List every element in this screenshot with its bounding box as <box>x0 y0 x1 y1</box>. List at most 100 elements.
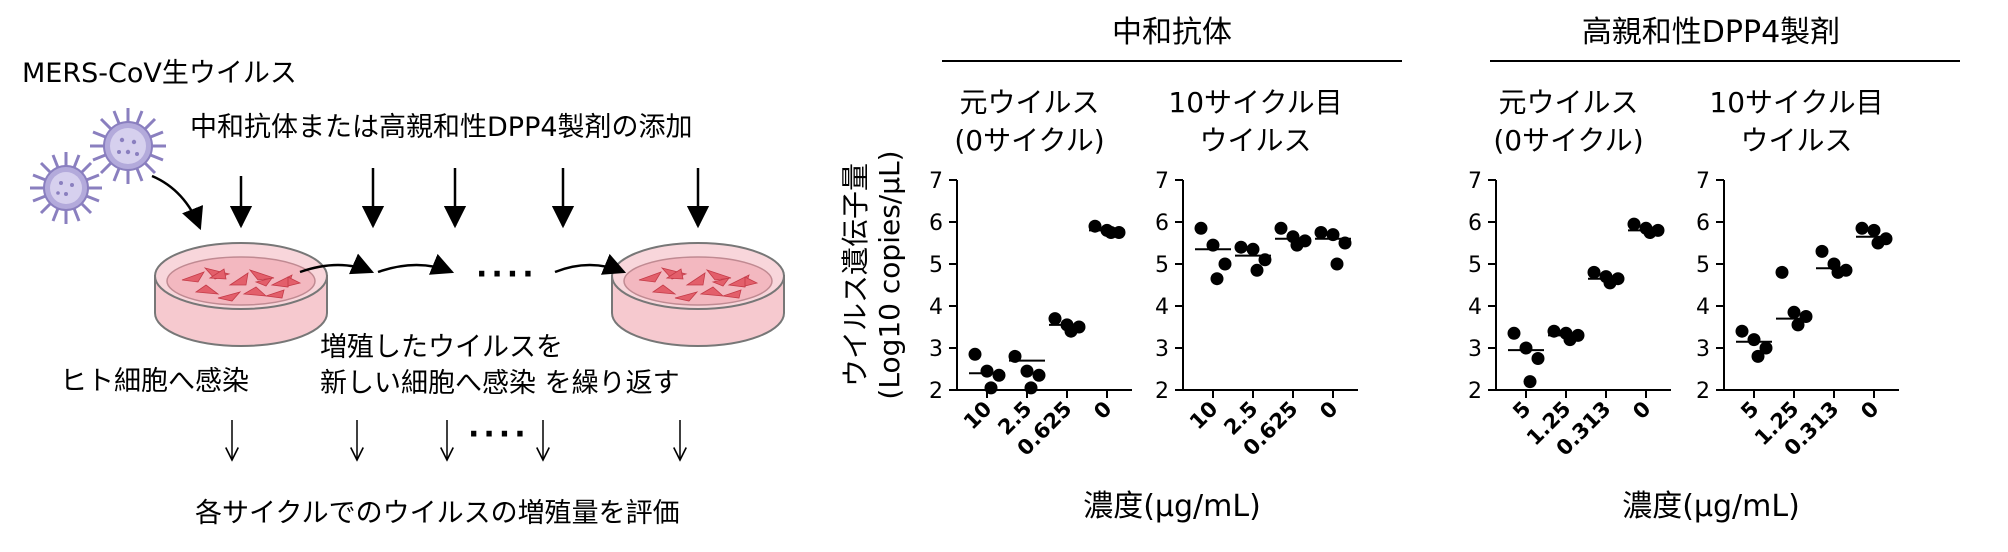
data-point <box>1747 333 1761 347</box>
y-tick-label: 2 <box>1696 379 1710 404</box>
panel-title-line1: 元ウイルス <box>1498 86 1638 119</box>
y-tick-label: 6 <box>929 211 943 236</box>
panel-title-line2: ウイルス <box>1740 124 1852 157</box>
virus-particle-icon <box>30 152 102 224</box>
data-point <box>984 381 998 395</box>
x-tick-label: 0 <box>1628 397 1655 424</box>
y-tick-label: 6 <box>1155 211 1169 236</box>
x-axis-label: 濃度(μg/mL) <box>1622 489 1800 524</box>
data-point <box>1587 265 1601 279</box>
data-point <box>1799 310 1813 323</box>
y-tick-label: 2 <box>1468 379 1482 404</box>
y-tick-label: 3 <box>1696 337 1710 362</box>
data-point <box>1104 226 1118 239</box>
y-tick-label: 3 <box>1155 337 1169 362</box>
data-point <box>1627 217 1641 231</box>
y-tick-label: 6 <box>1696 211 1710 236</box>
data-point <box>1867 223 1881 237</box>
y-tick-label: 7 <box>1696 169 1710 194</box>
x-tick-label: 5 <box>1736 397 1763 424</box>
y-tick-label: 4 <box>1696 295 1710 320</box>
y-tick-label: 5 <box>1155 253 1169 278</box>
x-tick-label: 10 <box>1185 397 1223 435</box>
panel-title-line1: 元ウイルス <box>959 86 1099 119</box>
y-axis-label-line2: (Log10 copies/μL) <box>873 150 906 399</box>
y-tick-label: 5 <box>929 253 943 278</box>
x-tick-label: 0 <box>1089 397 1116 424</box>
y-tick-label: 3 <box>1468 337 1482 362</box>
data-point <box>1194 221 1208 235</box>
panel-title-line2: ウイルス <box>1199 124 1311 157</box>
data-point <box>1523 375 1537 389</box>
group-title: 中和抗体 <box>1112 15 1232 50</box>
y-tick-label: 3 <box>929 337 943 362</box>
data-point <box>992 368 1006 382</box>
x-tick-label: 0 <box>1856 397 1883 424</box>
x-tick-label: 5 <box>1508 397 1535 424</box>
x-axis-label: 濃度(μg/mL) <box>1083 489 1261 524</box>
data-point <box>1032 368 1046 382</box>
data-point <box>1246 242 1260 256</box>
data-point <box>1871 236 1885 250</box>
repeat-label-line1: 増殖したウイルスを <box>320 332 563 363</box>
data-point <box>1519 341 1533 355</box>
x-tick-label: 10 <box>959 397 997 435</box>
y-tick-label: 4 <box>1468 295 1482 320</box>
data-point <box>1643 226 1657 239</box>
data-point <box>1020 364 1034 378</box>
y-tick-label: 4 <box>929 295 943 320</box>
panel-title-line2: (0サイクル) <box>1493 124 1643 157</box>
repeat-label-line2: 新しい細胞へ感染 を繰り返す <box>320 368 680 399</box>
y-tick-label: 4 <box>1155 295 1169 320</box>
petri-dish-icon <box>611 242 785 347</box>
dot-plot-figure: 中和抗体 高親和性DPP4製剤 ウイルス遺伝子量 (Log10 copies/μ… <box>839 15 1960 524</box>
group-title: 高親和性DPP4製剤 <box>1582 15 1840 50</box>
data-point <box>1775 265 1789 279</box>
data-point <box>1855 221 1869 235</box>
y-tick-label: 5 <box>1468 253 1482 278</box>
y-tick-label: 5 <box>1696 253 1710 278</box>
data-point <box>1314 226 1328 239</box>
data-point <box>980 364 994 378</box>
cycle-dots: ···· <box>476 257 538 292</box>
addition-label: 中和抗体または高親和性DPP4製剤の添加 <box>190 112 693 143</box>
group-header-dpp4: 高親和性DPP4製剤 <box>1490 15 1960 62</box>
data-point <box>1274 221 1288 235</box>
infect-label: ヒト細胞へ感染 <box>60 366 249 397</box>
group-header-neutralizing-antibody: 中和抗体 <box>942 15 1402 62</box>
shared-y-axis-label: ウイルス遺伝子量 (Log10 copies/μL) <box>839 150 906 399</box>
data-point <box>968 347 982 361</box>
panel-title-line1: 10サイクル目 <box>1709 86 1883 119</box>
petri-dish-icon <box>154 242 328 347</box>
x-tick-label: 0 <box>1315 397 1342 424</box>
data-point <box>1759 341 1773 355</box>
data-point <box>1735 324 1749 338</box>
data-point <box>1218 257 1232 271</box>
addition-arrows <box>229 168 710 229</box>
transfer-arrows <box>299 253 627 275</box>
data-point <box>1531 352 1545 365</box>
y-axis-label-line1: ウイルス遺伝子量 <box>839 163 872 387</box>
data-point <box>1330 257 1344 271</box>
data-point <box>1250 263 1264 277</box>
data-point <box>1210 272 1224 286</box>
data-point <box>1234 240 1248 254</box>
y-tick-label: 2 <box>929 379 943 404</box>
evaluate-label: 各サイクルでのウイルスの増殖量を評価 <box>195 498 680 529</box>
data-point <box>1507 326 1521 340</box>
data-point <box>1751 349 1765 363</box>
evaluate-arrows <box>232 420 680 460</box>
y-tick-label: 2 <box>1155 379 1169 404</box>
virus-particle-icon <box>90 108 166 184</box>
data-point <box>1815 244 1829 258</box>
panel-title-line2: (0サイクル) <box>954 124 1104 157</box>
data-point <box>1787 305 1801 319</box>
y-tick-label: 7 <box>1155 169 1169 194</box>
data-point <box>1048 312 1062 326</box>
panel-title-line1: 10サイクル目 <box>1168 86 1342 119</box>
y-tick-label: 6 <box>1468 211 1482 236</box>
